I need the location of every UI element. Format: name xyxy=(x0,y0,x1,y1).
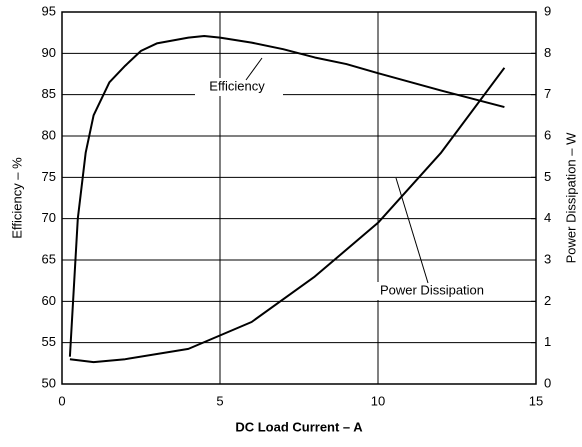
y2-tick-label: 6 xyxy=(544,127,551,142)
y-tick-label: 65 xyxy=(42,251,56,266)
annotation: Power Dissipation xyxy=(380,282,484,297)
label-bg xyxy=(195,78,283,96)
x-tick-label: 5 xyxy=(216,393,223,408)
y2-tick-label: 3 xyxy=(544,251,551,266)
y2-tick-label: 8 xyxy=(544,45,551,60)
y2-tick-label: 9 xyxy=(544,3,551,18)
y2-axis-label: Power Dissipation – W xyxy=(563,132,578,263)
plot-frame xyxy=(61,11,537,385)
leader xyxy=(395,177,429,284)
y-tick-label: 90 xyxy=(42,45,56,60)
y2-tick-label: 1 xyxy=(544,334,551,349)
y-tick-label: 95 xyxy=(42,3,56,18)
y2-tick-label: 7 xyxy=(544,86,551,101)
y-tick-label: 80 xyxy=(42,127,56,142)
x-tick-label: 0 xyxy=(58,393,65,408)
y2-tick-label: 0 xyxy=(544,375,551,390)
leader xyxy=(245,57,263,81)
x-tick-label: 15 xyxy=(529,393,543,408)
y-tick-label: 75 xyxy=(42,169,56,184)
y-tick-label: 70 xyxy=(42,210,56,225)
x-tick-label: 10 xyxy=(371,393,385,408)
series-line xyxy=(69,67,506,364)
y-tick-label: 60 xyxy=(42,293,56,308)
y-axis-label: Efficiency – % xyxy=(9,157,24,239)
y-tick-label: 50 xyxy=(42,375,56,390)
y2-tick-label: 4 xyxy=(544,210,551,225)
x-axis-label: DC Load Current – A xyxy=(235,419,363,434)
y2-tick-label: 5 xyxy=(544,169,551,184)
annotation: Efficiency xyxy=(209,78,265,93)
y2-tick-label: 2 xyxy=(544,293,551,308)
y-tick-label: 55 xyxy=(42,334,56,349)
y-tick-label: 85 xyxy=(42,86,56,101)
series-line xyxy=(68,34,505,357)
label-bg xyxy=(364,282,500,300)
